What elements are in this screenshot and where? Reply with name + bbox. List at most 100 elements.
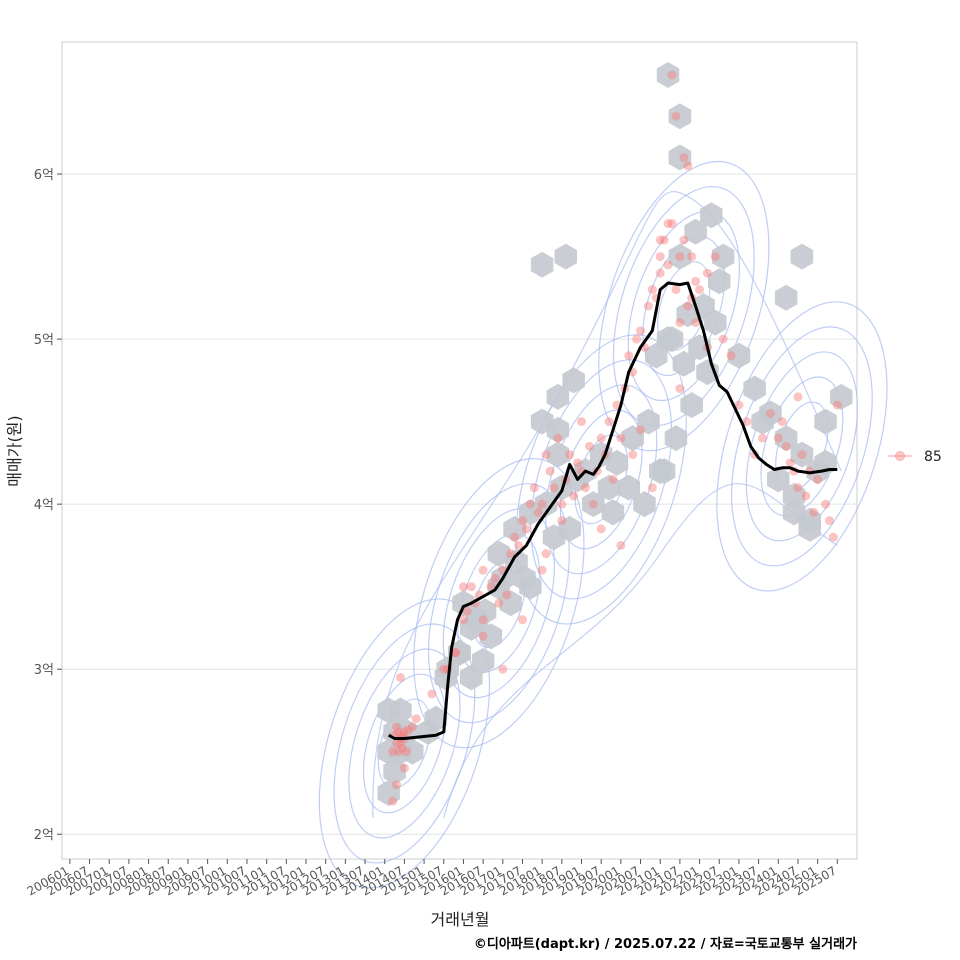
hexbin bbox=[503, 515, 526, 542]
density-contour bbox=[413, 458, 585, 749]
scatter-point bbox=[809, 507, 819, 517]
scatter-point bbox=[596, 433, 606, 443]
scatter-point bbox=[683, 301, 693, 311]
hexbin bbox=[519, 573, 542, 600]
scatter-point bbox=[553, 433, 563, 443]
scatter-point bbox=[393, 727, 403, 737]
scatter-point bbox=[549, 483, 559, 493]
hexbin bbox=[471, 647, 495, 674]
hexbin bbox=[401, 738, 424, 765]
caption: ©디아파트(dapt.kr) / 2025.07.22 / 자료=국토교통부 실… bbox=[474, 936, 857, 952]
scatter-point bbox=[557, 499, 567, 509]
hexbin bbox=[711, 243, 735, 270]
scatter-points bbox=[388, 70, 842, 806]
scatter-point bbox=[675, 384, 685, 394]
density-contour bbox=[745, 351, 859, 542]
hexbin bbox=[680, 392, 703, 419]
scatter-point bbox=[616, 540, 626, 550]
scatter-point bbox=[604, 417, 614, 427]
y-tick-label: 5억 bbox=[34, 333, 54, 348]
hexbin bbox=[798, 515, 821, 542]
hexbin bbox=[452, 590, 475, 617]
scatter-point bbox=[813, 474, 823, 484]
density-contour bbox=[530, 359, 673, 600]
hexbin bbox=[436, 656, 459, 683]
scatter-point bbox=[765, 408, 775, 418]
hexbin bbox=[633, 491, 656, 518]
hexbin bbox=[645, 342, 668, 369]
scatter-point bbox=[596, 524, 606, 534]
scatter-point bbox=[392, 722, 402, 732]
hexbin bbox=[637, 408, 660, 435]
hexbin bbox=[708, 268, 731, 295]
hexbin bbox=[704, 309, 727, 336]
scatter-point bbox=[458, 615, 468, 625]
hexbin bbox=[727, 342, 751, 369]
scatter-point bbox=[537, 565, 547, 575]
y-tick-label: 6억 bbox=[34, 168, 54, 183]
scatter-point bbox=[647, 483, 657, 493]
scatter-point bbox=[458, 582, 468, 592]
scatter-point bbox=[671, 285, 681, 295]
hexbin bbox=[479, 623, 503, 650]
scatter-point bbox=[510, 532, 520, 542]
legend-point-icon bbox=[895, 451, 905, 461]
scatter-point bbox=[580, 483, 590, 493]
scatter-point bbox=[663, 260, 673, 270]
density-contour bbox=[372, 190, 842, 818]
scatter-point bbox=[514, 540, 524, 550]
hexbin bbox=[664, 425, 688, 452]
scatter-point bbox=[478, 631, 488, 641]
scatter-point bbox=[529, 483, 539, 493]
scatter-point bbox=[498, 664, 508, 674]
density-contour bbox=[318, 598, 491, 889]
hexbin bbox=[790, 441, 814, 468]
scatter-point bbox=[655, 235, 665, 245]
hexbin bbox=[383, 758, 406, 785]
scatter-point bbox=[392, 738, 402, 748]
scatter-point bbox=[675, 252, 685, 262]
hexbin bbox=[656, 62, 680, 88]
scatter-point bbox=[801, 491, 811, 501]
scatter-point bbox=[616, 433, 626, 443]
scatter-point bbox=[643, 301, 653, 311]
density-contour bbox=[716, 301, 888, 592]
scatter-point bbox=[832, 400, 842, 410]
scatter-point bbox=[541, 450, 551, 460]
hexbin bbox=[649, 458, 672, 485]
hexbin bbox=[546, 441, 570, 468]
scatter-point bbox=[734, 400, 744, 410]
y-tick-label: 2억 bbox=[34, 828, 54, 843]
scatter-point bbox=[793, 483, 803, 493]
hexbin bbox=[534, 491, 558, 518]
scatter-point bbox=[691, 276, 701, 286]
scatter-point bbox=[675, 318, 685, 328]
scatter-point bbox=[659, 235, 669, 245]
hexbin bbox=[597, 474, 621, 501]
hexbin bbox=[460, 664, 483, 691]
scatter-point bbox=[399, 763, 409, 773]
scatter-point bbox=[636, 425, 646, 435]
scatter-point bbox=[687, 252, 697, 262]
scatter-point bbox=[466, 582, 476, 592]
hexbin bbox=[558, 515, 581, 542]
scatter-point bbox=[397, 743, 407, 753]
hexbin bbox=[774, 284, 798, 311]
scatter-point bbox=[393, 747, 403, 757]
scatter-point bbox=[541, 549, 551, 559]
scatter-point bbox=[478, 615, 488, 625]
hexbin bbox=[668, 144, 692, 171]
scatter-point bbox=[742, 417, 752, 427]
scatter-point bbox=[486, 582, 496, 592]
hexbin bbox=[700, 202, 723, 229]
hexbin bbox=[668, 103, 692, 130]
scatter-point bbox=[569, 491, 579, 501]
hexbin bbox=[377, 780, 400, 806]
scatter-point bbox=[702, 268, 712, 278]
scatter-point bbox=[494, 598, 504, 608]
scatter-point bbox=[773, 433, 783, 443]
hexbin bbox=[814, 408, 837, 435]
scatter-point bbox=[663, 219, 673, 229]
hexbin bbox=[656, 326, 680, 353]
